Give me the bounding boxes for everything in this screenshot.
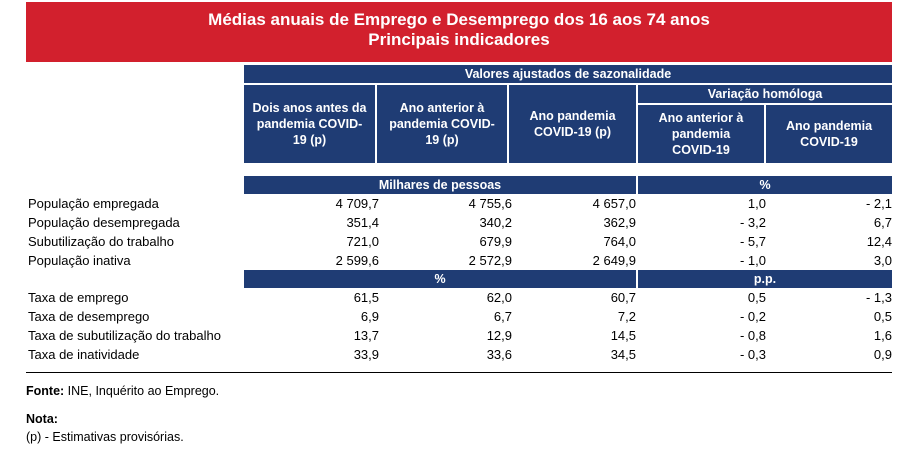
- row-label: População desempregada: [28, 215, 180, 230]
- row-value: - 1,3: [865, 290, 892, 305]
- table-row: População desempregada 351,4 340,2 362,9 - 3…: [26, 213, 892, 232]
- table-bottom-rule: [26, 372, 892, 373]
- row-value: 679,9: [479, 234, 512, 249]
- source-line: Fonte: INE, Inquérito ao Emprego.: [26, 384, 219, 398]
- table-row: População empregada 4 709,7 4 755,6 4 657,0…: [26, 194, 892, 213]
- row-value: - 1,0: [739, 253, 766, 268]
- unit-pp-bar: p.p.: [638, 270, 892, 288]
- row-value: - 0,3: [739, 347, 766, 362]
- row-value: 2 572,9: [468, 253, 512, 268]
- row-label: Taxa de subutilização do trabalho: [28, 328, 221, 343]
- row-value: 6,7: [873, 215, 892, 230]
- row-label: População inativa: [28, 253, 131, 268]
- title-line-2: Principais indicadores: [368, 30, 550, 49]
- table-row: Taxa de inatividade 33,9 33,6 34,5 - 0,3 0,9: [26, 345, 892, 364]
- note-label: Nota:: [26, 412, 58, 426]
- row-label: Taxa de inatividade: [28, 347, 140, 362]
- header-group-seasonal: Valores ajustados de sazonalidade: [244, 65, 892, 83]
- row-value: 3,0: [873, 253, 892, 268]
- source-label: Fonte:: [26, 384, 65, 398]
- row-value: - 0,8: [739, 328, 766, 343]
- row-value: 62,0: [486, 290, 512, 305]
- row-value: 4 709,7: [335, 196, 379, 211]
- source-text: INE, Inquérito ao Emprego.: [67, 384, 220, 398]
- note-label-text: Nota:: [26, 412, 58, 426]
- row-value: 1,0: [747, 196, 766, 211]
- row-value: 61,5: [353, 290, 379, 305]
- row-value: 6,7: [493, 309, 512, 324]
- row-value: - 5,7: [739, 234, 766, 249]
- table-row: Taxa de emprego 61,5 62,0 60,7 0,5 - 1,3: [26, 288, 892, 307]
- row-value: 0,9: [873, 347, 892, 362]
- unit-thousands-bar: Milhares de pessoas: [244, 176, 636, 194]
- table-title: Médias anuais de Emprego e Desemprego do…: [26, 2, 892, 62]
- row-label: População empregada: [28, 196, 159, 211]
- row-value: 2 649,9: [592, 253, 636, 268]
- unit-percent-bar-rates: %: [244, 270, 636, 288]
- row-value: 362,9: [603, 215, 636, 230]
- row-value: 2 599,6: [335, 253, 379, 268]
- row-value: 0,5: [873, 309, 892, 324]
- row-value: - 2,1: [865, 196, 892, 211]
- note-text: (p) - Estimativas provisórias.: [26, 430, 184, 444]
- col-header-var-year-before: Ano anterior à pandemia COVID-19: [638, 105, 764, 163]
- table-row: População inativa 2 599,6 2 572,9 2 649,9 - …: [26, 251, 892, 270]
- row-value: 6,9: [360, 309, 379, 324]
- row-value: 34,5: [610, 347, 636, 362]
- row-value: 721,0: [346, 234, 379, 249]
- row-value: 33,6: [486, 347, 512, 362]
- title-line-1: Médias anuais de Emprego e Desemprego do…: [208, 10, 710, 29]
- row-value: 4 657,0: [592, 196, 636, 211]
- row-value: 12,4: [866, 234, 892, 249]
- unit-percent-bar: %: [638, 176, 892, 194]
- row-label: Taxa de emprego: [28, 290, 129, 305]
- row-value: 1,6: [873, 328, 892, 343]
- row-value: 33,9: [353, 347, 379, 362]
- row-value: 7,2: [617, 309, 636, 324]
- col-header-pandemic-year: Ano pandemia COVID-19 (p): [509, 85, 636, 163]
- row-value: 764,0: [603, 234, 636, 249]
- table-row: Subutilização do trabalho 721,0 679,9 764,0…: [26, 232, 892, 251]
- col-header-two-years-before: Dois anos antes da pandemia COVID-19 (p): [244, 85, 375, 163]
- row-value: 14,5: [610, 328, 636, 343]
- table-row: Taxa de desemprego 6,9 6,7 7,2 - 0,2 0,5: [26, 307, 892, 326]
- row-label: Subutilização do trabalho: [28, 234, 174, 249]
- header-group-variation: Variação homóloga: [638, 85, 892, 103]
- row-label: Taxa de desemprego: [28, 309, 150, 324]
- row-value: 4 755,6: [468, 196, 512, 211]
- row-value: 60,7: [610, 290, 636, 305]
- row-value: - 0,2: [739, 309, 766, 324]
- row-value: 351,4: [346, 215, 379, 230]
- row-value: - 3,2: [739, 215, 766, 230]
- col-header-year-before: Ano anterior à pandemia COVID-19 (p): [377, 85, 507, 163]
- row-value: 12,9: [486, 328, 512, 343]
- col-header-var-pandemic: Ano pandemia COVID-19: [766, 105, 892, 163]
- row-value: 0,5: [747, 290, 766, 305]
- row-value: 340,2: [479, 215, 512, 230]
- table-row: Taxa de subutilização do trabalho 13,7 12,…: [26, 326, 892, 345]
- row-value: 13,7: [353, 328, 379, 343]
